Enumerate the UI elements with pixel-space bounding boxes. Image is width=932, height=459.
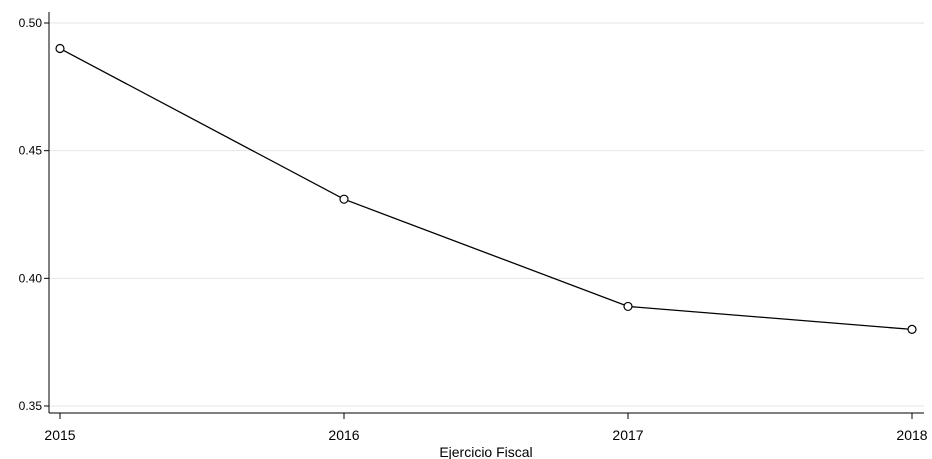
y-tick-label: 0.45	[19, 144, 43, 158]
x-tick-label: 2015	[44, 427, 75, 443]
x-axis-title: Ejercicio Fiscal	[439, 444, 532, 459]
gridlines	[49, 22, 924, 407]
axes	[48, 12, 924, 414]
data-point	[623, 301, 633, 312]
x-tick-label: 2017	[612, 427, 643, 443]
x-tick-label: 2018	[896, 427, 927, 443]
series-line	[59, 47, 913, 331]
data-point	[55, 43, 65, 54]
y-tick-label: 0.40	[19, 271, 43, 285]
y-tick-label: 0.50	[19, 16, 43, 30]
y-ticks: 0.35 0.40 0.45 0.50	[19, 16, 49, 413]
data-point	[907, 324, 917, 334]
y-tick-label: 0.35	[19, 399, 43, 413]
x-tick-label: 2016	[328, 427, 359, 443]
x-ticks: 2015 2016 2017 2018	[44, 413, 928, 443]
series	[55, 43, 917, 334]
data-point	[339, 194, 349, 204]
